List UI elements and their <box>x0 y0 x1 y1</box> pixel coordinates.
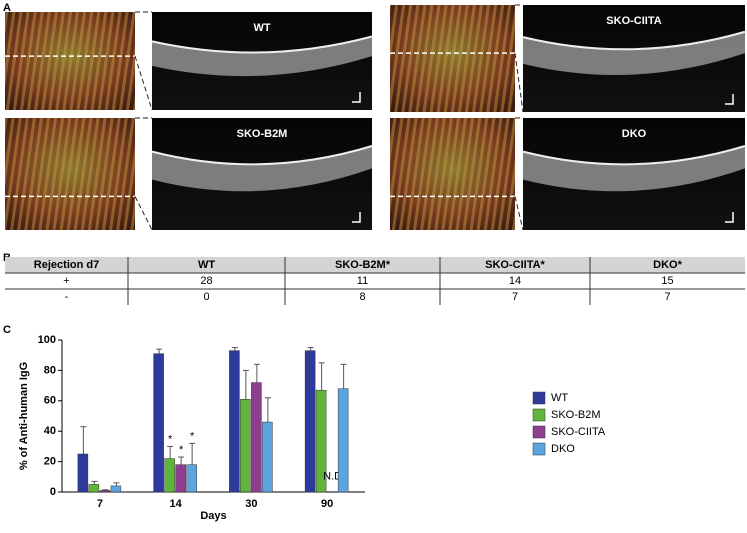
fundus-vessels <box>390 118 515 230</box>
x-tick-label: 90 <box>321 498 333 510</box>
image-label: SKO-CIITA <box>606 15 661 27</box>
bar <box>88 484 100 493</box>
header-bg <box>5 257 745 273</box>
image-label: WT <box>253 22 270 34</box>
fundus-vessels <box>5 118 135 230</box>
scale-bar <box>352 92 361 103</box>
bar <box>110 485 122 493</box>
table-cell: 15 <box>661 275 673 287</box>
image-label: SKO-B2M <box>237 128 288 140</box>
annotation: * <box>179 444 184 456</box>
scale-bar <box>352 212 361 223</box>
table-header: SKO-CIITA* <box>485 259 545 271</box>
table-cell: 8 <box>359 291 365 303</box>
legend-label: SKO-CIITA <box>551 426 606 438</box>
retina-edge <box>151 35 373 54</box>
bar <box>315 389 327 493</box>
zoom-line <box>514 53 524 113</box>
legend-swatch <box>532 425 546 439</box>
retina-edge <box>522 30 746 51</box>
panel-letter: C <box>3 324 11 336</box>
zoom-line <box>134 55 153 111</box>
retina-band <box>523 146 745 192</box>
bar <box>77 453 89 493</box>
legend-label: WT <box>551 392 568 404</box>
bar <box>153 353 164 493</box>
table-header: WT <box>198 259 215 271</box>
bar <box>337 388 349 493</box>
x-tick-label: 14 <box>170 498 183 510</box>
y-tick-label: 40 <box>44 425 56 437</box>
x-tick-label: 30 <box>245 498 257 510</box>
bar <box>262 421 273 493</box>
table-header: Rejection d7 <box>34 259 99 271</box>
bar <box>240 399 251 493</box>
table-header: SKO-B2M* <box>335 259 391 271</box>
table-cell: 7 <box>664 291 670 303</box>
retina-band <box>152 146 372 192</box>
annotation: N.D <box>323 471 342 483</box>
legend-swatch <box>532 442 546 456</box>
table-cell: 0 <box>203 291 209 303</box>
retina-edge <box>151 145 373 166</box>
fundus-vessels <box>5 12 135 110</box>
bar <box>229 350 240 493</box>
bar <box>175 464 186 493</box>
bar <box>164 458 175 493</box>
scale-bar <box>725 212 734 223</box>
y-tick-label: 0 <box>50 486 56 498</box>
y-tick-label: 20 <box>44 456 56 468</box>
table-cell: 7 <box>512 291 518 303</box>
image-panels: WT SKO-B2M SKO-CIITA DKO <box>5 4 746 231</box>
legend-swatch <box>532 408 546 422</box>
y-tick-label: 80 <box>44 364 56 376</box>
scale-bar <box>725 94 734 105</box>
x-tick-label: 7 <box>97 498 103 510</box>
y-tick-label: 100 <box>38 334 56 346</box>
bar <box>251 382 262 493</box>
bar <box>186 464 197 493</box>
y-axis-label: % of Anti-human IgG <box>18 362 30 470</box>
legend-label: DKO <box>551 443 575 455</box>
table-cell: 28 <box>200 275 212 287</box>
legend-label: SKO-B2M <box>551 409 601 421</box>
panel-letter: A <box>3 2 11 14</box>
retina-band <box>152 36 372 77</box>
table-cell: + <box>63 275 69 287</box>
legend-swatch <box>532 391 546 405</box>
table-cell: 14 <box>509 275 521 287</box>
zoom-line <box>134 196 153 231</box>
table-header: DKO* <box>653 259 682 271</box>
y-tick-label: 60 <box>44 395 56 407</box>
annotation: * <box>190 430 195 442</box>
annotation: * <box>168 433 173 445</box>
retina-band <box>523 31 745 75</box>
image-label: DKO <box>622 128 647 140</box>
table-cell: 11 <box>357 275 368 287</box>
chart: C 0 20 40 60 80 100 % of Anti-human IgG Days 7 14 *… <box>3 324 606 522</box>
bar <box>99 490 111 493</box>
table-cell: - <box>65 291 69 303</box>
zoom-line <box>514 196 524 231</box>
bar <box>304 350 316 493</box>
table: Rejection d7 + - WT 28 0 SKO-B2M* 11 8 SKO-CIITA*… <box>5 257 745 305</box>
fundus-vessels <box>390 5 515 112</box>
x-axis-label: Days <box>200 510 226 522</box>
retina-edge <box>522 145 746 166</box>
